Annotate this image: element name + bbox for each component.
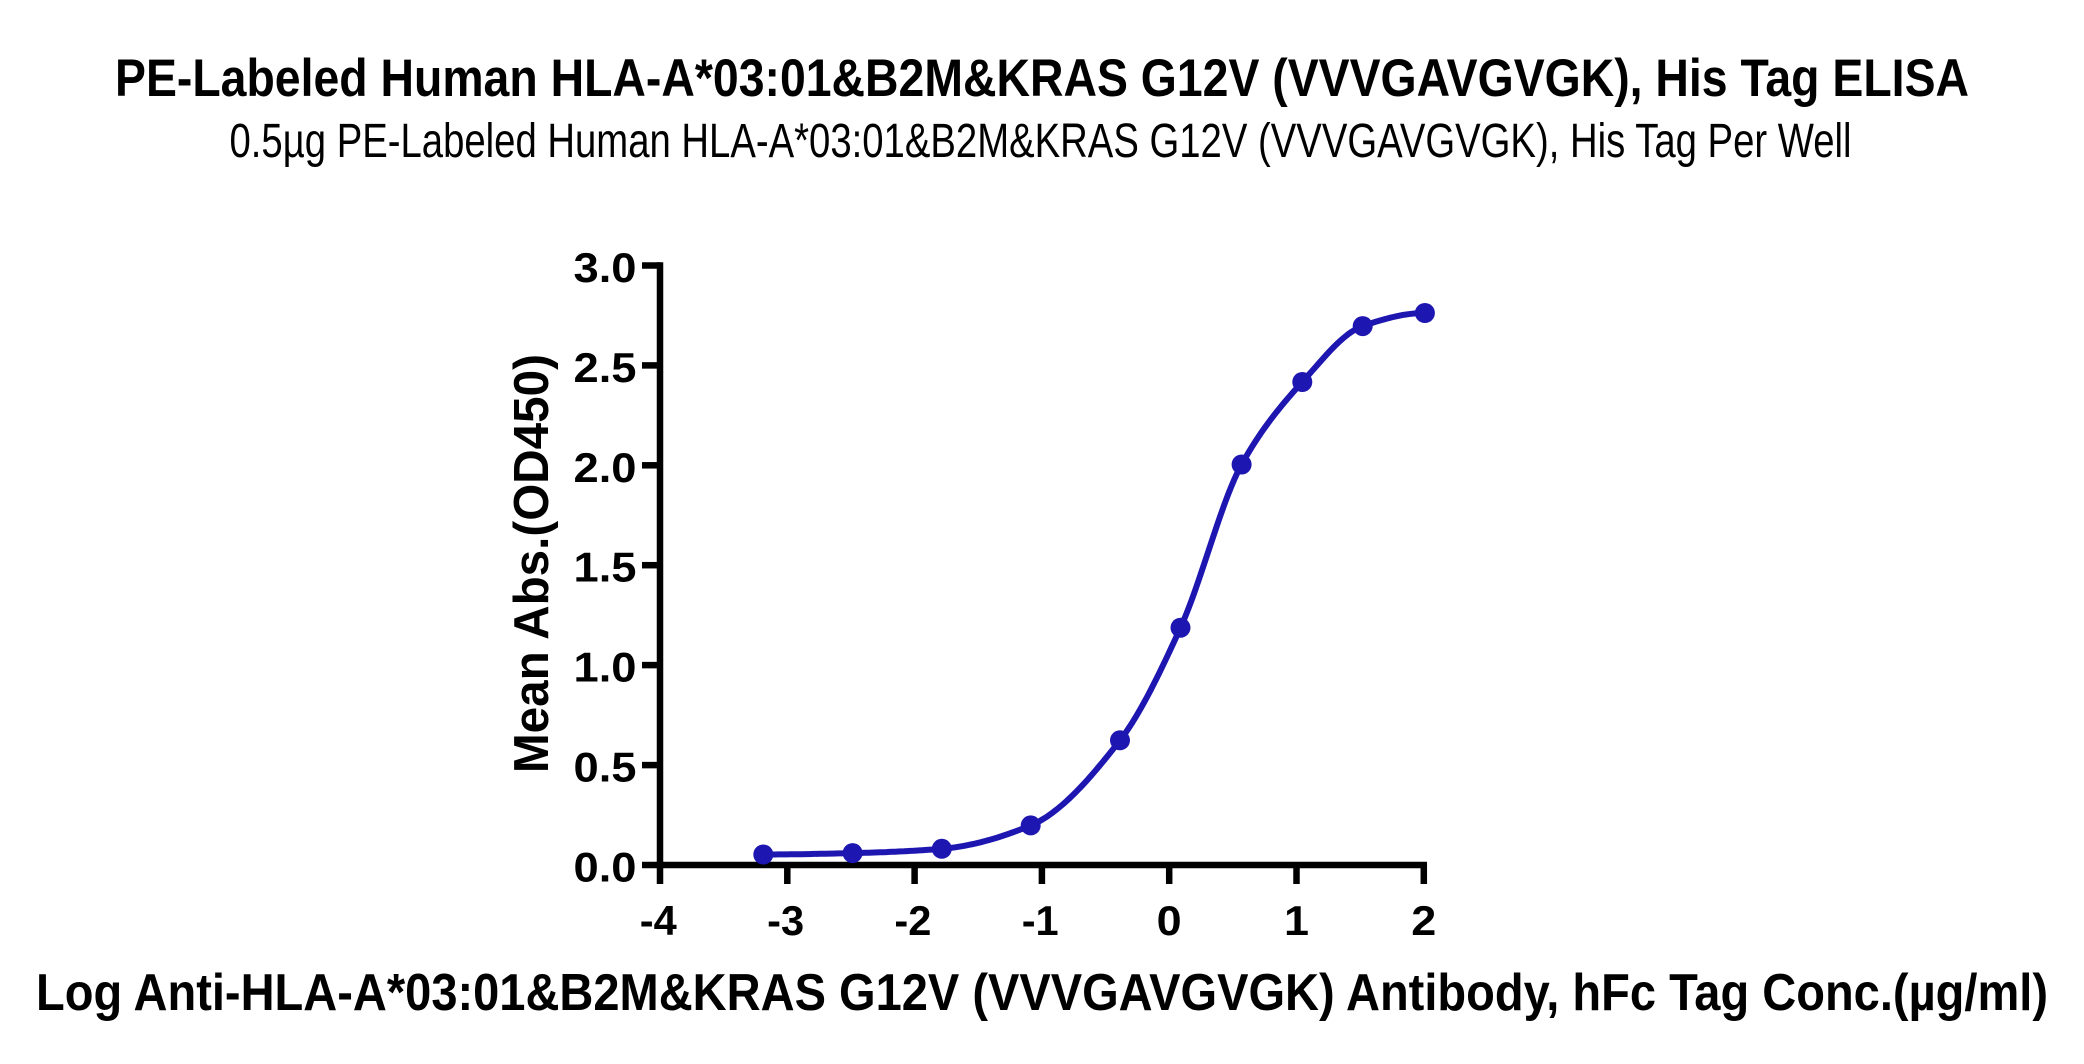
svg-text:-3: -3 bbox=[767, 897, 804, 944]
svg-text:0.0: 0.0 bbox=[574, 843, 637, 890]
svg-text:0.5µg PE-Labeled Human HLA-A*0: 0.5µg PE-Labeled Human HLA-A*03:01&B2M&K… bbox=[230, 114, 1852, 168]
svg-text:Log Anti-HLA-A*03:01&B2M&KRAS: Log Anti-HLA-A*03:01&B2M&KRAS G12V (VVVG… bbox=[36, 964, 2048, 1022]
svg-text:3.0: 3.0 bbox=[574, 244, 637, 291]
svg-text:1.0: 1.0 bbox=[574, 644, 637, 691]
svg-text:2: 2 bbox=[1411, 897, 1436, 944]
svg-text:2.5: 2.5 bbox=[574, 344, 637, 391]
svg-text:0.5: 0.5 bbox=[574, 744, 637, 791]
svg-text:-1: -1 bbox=[1022, 897, 1059, 944]
svg-text:1: 1 bbox=[1284, 897, 1309, 944]
svg-text:1.5: 1.5 bbox=[574, 544, 637, 591]
svg-text:0: 0 bbox=[1157, 897, 1182, 944]
svg-text:2.0: 2.0 bbox=[574, 444, 637, 491]
svg-text:-2: -2 bbox=[894, 897, 931, 944]
svg-text:PE-Labeled Human HLA-A*03:01&B: PE-Labeled Human HLA-A*03:01&B2M&KRAS G1… bbox=[115, 49, 1969, 108]
svg-text:-4: -4 bbox=[640, 897, 678, 944]
svg-text:Mean Abs.(OD450): Mean Abs.(OD450) bbox=[504, 354, 559, 773]
